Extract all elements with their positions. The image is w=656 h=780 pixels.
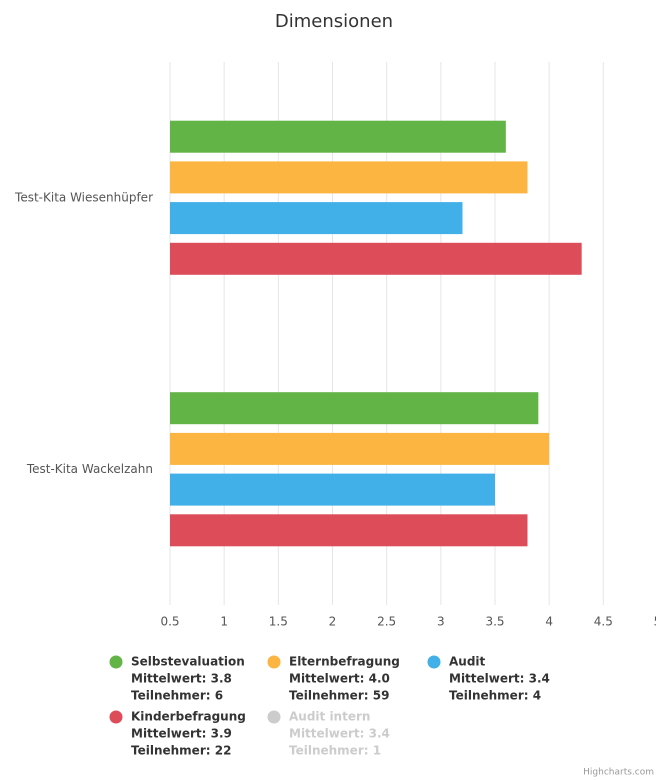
legend-label[interactable]: Kinderbefragung	[131, 710, 246, 724]
y-tick-label: Test-Kita Wackelzahn	[26, 462, 153, 476]
legend-symbol[interactable]	[427, 655, 441, 669]
chart-title: Dimensionen	[275, 11, 393, 32]
legend-symbol[interactable]	[267, 710, 281, 724]
legend-detail[interactable]: Teilnehmer: 1	[289, 744, 381, 758]
y-tick-label: Test-Kita Wiesenhüpfer	[14, 190, 153, 204]
x-tick-label: 3	[437, 615, 445, 629]
legend-symbol[interactable]	[267, 655, 281, 669]
x-tick-label: 4.5	[594, 615, 613, 629]
x-tick-label: 4	[545, 615, 553, 629]
bar	[170, 473, 495, 506]
legend-symbol[interactable]	[109, 710, 123, 724]
x-tick-label: 2	[329, 615, 337, 629]
legend-label[interactable]: Selbstevaluation	[131, 655, 245, 669]
legend-detail[interactable]: Mittelwert: 3.9	[131, 727, 232, 741]
bar	[170, 392, 539, 425]
x-tick-label: 0.5	[160, 615, 179, 629]
bar	[170, 514, 528, 547]
legend-detail[interactable]: Mittelwert: 3.4	[449, 672, 550, 686]
legend-detail[interactable]: Teilnehmer: 6	[131, 689, 223, 703]
x-tick-label: 1.5	[269, 615, 288, 629]
legend-detail[interactable]: Teilnehmer: 22	[131, 744, 231, 758]
legend-symbol[interactable]	[109, 655, 123, 669]
credits[interactable]: Highcharts.com	[583, 768, 654, 778]
legend-label[interactable]: Audit intern	[289, 710, 370, 724]
x-tick-label: 3.5	[485, 615, 504, 629]
bar	[170, 120, 506, 153]
bar	[170, 242, 582, 275]
legend-detail[interactable]: Teilnehmer: 59	[289, 689, 389, 703]
legend-detail[interactable]: Mittelwert: 4.0	[289, 672, 390, 686]
bar	[170, 432, 550, 465]
legend-label[interactable]: Elternbefragung	[289, 655, 400, 669]
legend-detail[interactable]: Teilnehmer: 4	[449, 689, 541, 703]
x-tick-label: 5	[654, 615, 656, 629]
bar	[170, 202, 463, 235]
x-tick-label: 1	[220, 615, 228, 629]
legend-detail[interactable]: Mittelwert: 3.8	[131, 672, 232, 686]
legend-detail[interactable]: Mittelwert: 3.4	[289, 727, 390, 741]
bar	[170, 161, 528, 194]
legend-label[interactable]: Audit	[449, 655, 486, 669]
x-tick-label: 2.5	[377, 615, 396, 629]
